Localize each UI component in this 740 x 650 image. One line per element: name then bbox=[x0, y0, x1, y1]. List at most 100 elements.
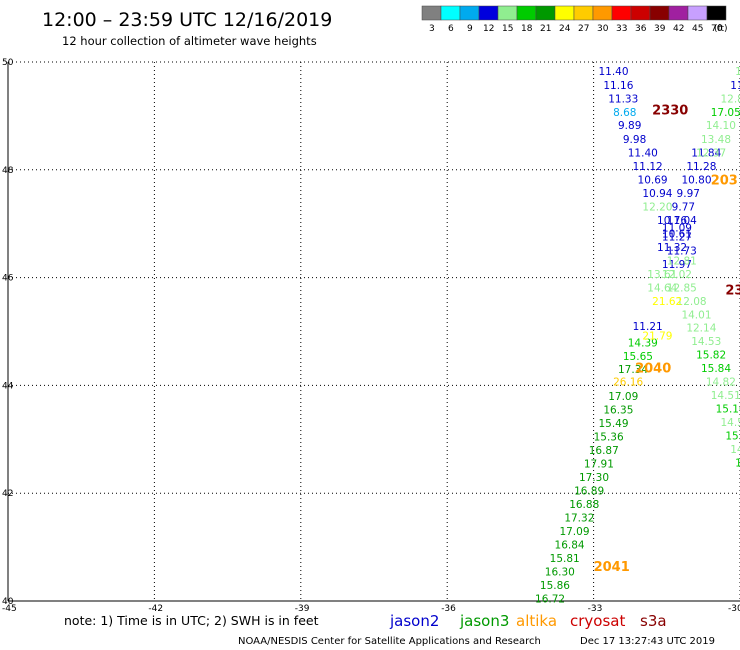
legend-jason3: jason3 bbox=[459, 612, 509, 630]
jason3-wave-height-label: 15.82 bbox=[696, 350, 726, 362]
jason3-wave-height-label: 16.84 bbox=[555, 539, 585, 551]
y-tick-label: 50 bbox=[2, 58, 14, 68]
jason2-wave-height-label: 11.40 bbox=[628, 148, 658, 160]
chart-note: note: 1) Time is in UTC; 2) SWH is in fe… bbox=[64, 613, 319, 628]
jason3-wave-height-label: 15.10 bbox=[716, 404, 740, 416]
jason3-wave-height-label: 14.01 bbox=[681, 309, 711, 321]
color-scale-label: 15 bbox=[502, 24, 513, 34]
color-scale-label: 27 bbox=[578, 24, 589, 34]
jason2-wave-height-label: 11.04 bbox=[667, 215, 697, 227]
color-swatch bbox=[554, 5, 575, 21]
legend-cryosat: cryosat bbox=[570, 612, 625, 630]
jason3-wave-height-label: 14.53 bbox=[691, 336, 721, 348]
y-tick-label: 44 bbox=[2, 381, 14, 391]
jason3-wave-height-label: 16 bbox=[735, 457, 740, 469]
x-tick-label: -36 bbox=[441, 604, 456, 614]
y-tick-label: 40 bbox=[2, 597, 14, 607]
jason3-wave-height-label: 17.34 bbox=[618, 364, 648, 376]
jason2-wave-height-label: 11.97 bbox=[662, 259, 692, 271]
jason2-wave-height-label: 11.28 bbox=[686, 161, 716, 173]
x-tick-label: -45 bbox=[2, 604, 17, 614]
jason3-wave-height-label: 13.61 bbox=[647, 269, 677, 281]
color-scale-label: 21 bbox=[540, 24, 551, 34]
color-swatch bbox=[573, 5, 594, 21]
y-tick-label: 48 bbox=[2, 166, 14, 176]
jason3-wave-height-label: 15.81 bbox=[550, 553, 580, 565]
jason3-wave-height-label: 14.51 bbox=[711, 390, 740, 402]
jason2-wave-height-label: 9.98 bbox=[623, 134, 646, 146]
jason3-wave-height-label: 16.30 bbox=[545, 566, 575, 578]
jason2-wave-height-label: 10.69 bbox=[638, 175, 668, 187]
jason3-wave-height-label: 12.37 bbox=[696, 148, 726, 160]
plot-area: -45 -42 -39 -36 -33 -30 40 42 44 46 48 50 11.40 11.16… bbox=[2, 58, 740, 614]
jason2-wave-height-label: 9.97 bbox=[677, 188, 700, 200]
jason3-wave-height-label: 13.48 bbox=[701, 134, 731, 146]
color-scale-label: 33 bbox=[616, 24, 627, 34]
jason3-wave-height-label: 15.36 bbox=[594, 432, 624, 444]
altika-wave-height-label: 26.16 bbox=[613, 377, 643, 389]
jason3-wave-height-label: 17.91 bbox=[584, 459, 614, 471]
x-tick-label: -30 bbox=[728, 604, 740, 614]
color-scale-label: 70 bbox=[711, 24, 723, 34]
jason3-wave-height-label: 17.09 bbox=[608, 391, 638, 403]
color-swatch bbox=[497, 5, 518, 21]
satellite-legend: jason2 jason3 altika cryosat s3a bbox=[389, 612, 667, 630]
jason2-wave-height-label: 11.34 bbox=[730, 80, 740, 92]
jason3-wave-height-label: 14.39 bbox=[628, 337, 658, 349]
jason2-wave-height-label: 11.32 bbox=[657, 242, 687, 254]
color-scale-label: 42 bbox=[673, 24, 684, 34]
y-tick-label: 42 bbox=[2, 489, 13, 499]
jason2-wave-height-label: 11.40 bbox=[598, 66, 628, 78]
jason3-wave-height-label: 14.5 bbox=[720, 417, 740, 429]
jason3-wave-height-label: 15.65 bbox=[623, 351, 653, 363]
legend-s3a: s3a bbox=[640, 612, 667, 630]
chart-title: 12:00 – 23:59 UTC 12/16/2019 bbox=[42, 9, 332, 31]
jason3-wave-height-label: 14.64 bbox=[647, 282, 677, 294]
color-scale-label: 45 bbox=[692, 24, 703, 34]
jason3-wave-height-label: 16.72 bbox=[535, 593, 565, 605]
color-scale-label: 36 bbox=[635, 24, 647, 34]
jason2-wave-height-label: 8.68 bbox=[613, 107, 636, 119]
jason2-wave-height-label: 9.89 bbox=[618, 120, 641, 132]
jason3-wave-height-label: 12.85 bbox=[720, 94, 740, 106]
color-scale-label: 24 bbox=[559, 24, 571, 34]
color-swatch bbox=[668, 5, 689, 21]
jason3-wave-height-label: 16.89 bbox=[574, 486, 604, 498]
x-tick-label: -42 bbox=[148, 604, 163, 614]
time-label: 203 bbox=[711, 174, 738, 189]
jason2-wave-height-label: 10.76 bbox=[657, 215, 687, 227]
jason3-wave-height-label: 17.09 bbox=[559, 526, 589, 538]
jason2-wave-height-label: 10.94 bbox=[642, 188, 672, 200]
jason3-wave-height-label: 16.88 bbox=[569, 499, 599, 511]
x-tick-label: -33 bbox=[588, 604, 603, 614]
time-label: 2330 bbox=[652, 103, 688, 118]
jason2-wave-height-label: 11.21 bbox=[633, 321, 663, 333]
jason3-wave-height-label: 14.82 bbox=[706, 377, 736, 389]
color-swatch bbox=[535, 5, 556, 21]
color-scale-label: 30 bbox=[597, 24, 609, 34]
jason3-wave-height-label: 15.7 bbox=[725, 431, 740, 443]
color-swatch bbox=[478, 5, 499, 21]
color-swatch bbox=[611, 5, 632, 21]
footer-source: NOAA/NESDIS Center for Satellite Applica… bbox=[238, 636, 541, 647]
color-swatch bbox=[630, 5, 651, 21]
time-label: 2041 bbox=[594, 560, 630, 575]
jason2-wave-height-label: 11.16 bbox=[603, 80, 633, 92]
color-swatch bbox=[687, 5, 708, 21]
jason3-wave-height-label: 12.85 bbox=[667, 282, 697, 294]
time-label: 232 bbox=[725, 283, 740, 298]
color-scale-label: 12 bbox=[483, 24, 494, 34]
color-swatch bbox=[459, 5, 480, 21]
time-label: 2040 bbox=[635, 362, 671, 377]
jason3-wave-height-label: 12.81 bbox=[667, 255, 697, 267]
y-tick-label: 46 bbox=[2, 274, 14, 284]
jason2-wave-height-label: 10.80 bbox=[681, 175, 711, 187]
color-scale-label: 18 bbox=[521, 24, 533, 34]
jason3-wave-height-label: 16.87 bbox=[589, 445, 619, 457]
jason2-wave-height-label: 11.09 bbox=[662, 222, 692, 234]
altika-wave-height-label: 21.79 bbox=[642, 330, 672, 342]
color-scale-legend: 3 6 9 12 15 18 21 24 27 30 33 36 39 42 45 70 bbox=[421, 5, 727, 34]
color-swatch bbox=[592, 5, 613, 21]
color-scale-unit: (ft) bbox=[714, 24, 728, 34]
